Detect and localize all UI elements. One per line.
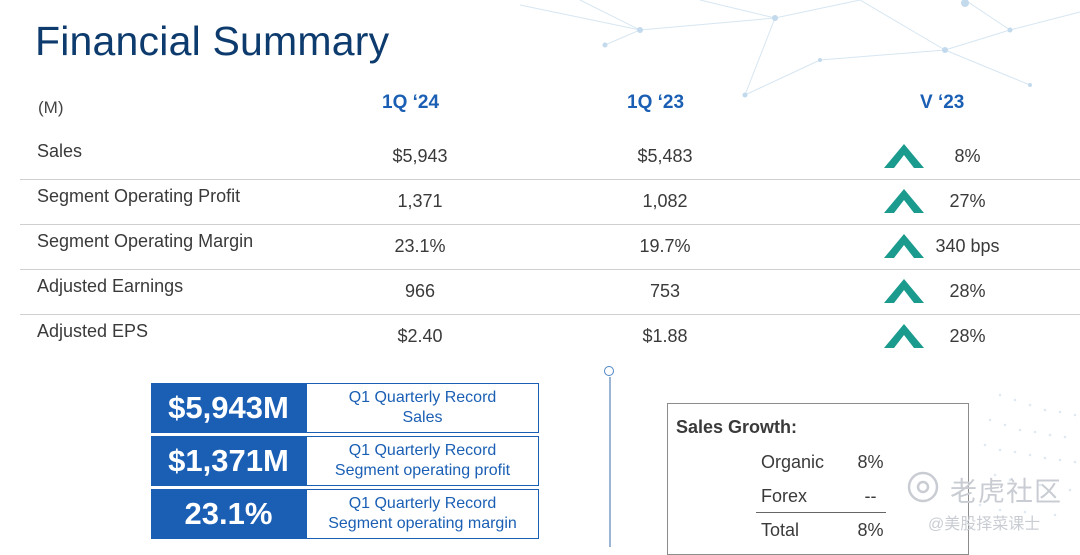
value-1q23: $5,483: [637, 146, 693, 166]
row-label: Segment Operating Profit: [37, 186, 241, 206]
value-1q24: 966: [404, 281, 436, 301]
value-1q23: 19.7%: [639, 236, 691, 256]
change-value: 27%: [949, 191, 986, 211]
up-arrow-icon: [884, 189, 924, 213]
kpi-description: Q1 Quarterly Record Segment operating ma…: [306, 489, 539, 539]
kpi-segment-operating-profit: $1,371M Q1 Quarterly Record Segment oper…: [151, 436, 539, 486]
watermark-logo-icon: [907, 471, 939, 503]
column-header-variance: V ‘23: [920, 92, 965, 113]
kpi-line1: Q1 Quarterly Record: [348, 389, 497, 406]
kpi-segment-operating-margin: 23.1% Q1 Quarterly Record Segment operat…: [151, 489, 539, 539]
table-row-adjusted-earnings: Adjusted Earnings 966 753 28%: [20, 269, 1080, 315]
watermark: 老虎社区 @美股择菜课士: [906, 466, 1076, 546]
value-1q23: 1,082: [642, 191, 688, 211]
watermark-handle: @美股择菜课士: [928, 516, 1041, 533]
kpi-value: 23.1%: [151, 489, 306, 539]
kpi-description: Q1 Quarterly Record Sales: [306, 383, 539, 433]
watermark-text: 老虎社区: [950, 477, 1062, 507]
row-label: Adjusted Earnings: [37, 276, 184, 296]
up-arrow-icon: [884, 324, 924, 348]
kpi-line1: Q1 Quarterly Record: [348, 442, 497, 459]
growth-label-forex: Forex: [761, 486, 808, 506]
growth-value-total: 8%: [857, 520, 884, 540]
table-row-adjusted-eps: Adjusted EPS $2.40 $1.88 28%: [20, 314, 1080, 359]
value-1q24: 23.1%: [394, 236, 446, 256]
table-row-segment-operating-profit: Segment Operating Profit 1,371 1,082 27%: [20, 179, 1080, 225]
change-value: 8%: [954, 146, 981, 166]
growth-label-total: Total: [761, 520, 800, 540]
kpi-line2: Segment operating profit: [334, 462, 511, 479]
growth-value-forex: --: [864, 486, 877, 506]
row-label: Adjusted EPS: [37, 321, 149, 341]
column-header-1q23: 1Q ‘23: [627, 92, 685, 113]
sales-growth-box: Sales Growth: Organic 8% Forex -- Total …: [667, 403, 969, 555]
change-value: 340 bps: [935, 236, 1000, 256]
value-1q23: $1.88: [642, 326, 688, 346]
value-1q24: $2.40: [397, 326, 443, 346]
kpi-line1: Q1 Quarterly Record: [348, 495, 497, 512]
row-label: Sales: [37, 141, 83, 161]
vertical-divider: [609, 377, 611, 547]
sales-growth-title: Sales Growth:: [676, 417, 798, 437]
up-arrow-icon: [884, 279, 924, 303]
value-1q23: 753: [649, 281, 681, 301]
kpi-line2: Sales: [402, 409, 443, 426]
growth-value-organic: 8%: [857, 452, 884, 472]
table-row-sales: Sales $5,943 $5,483 8%: [20, 134, 1080, 180]
kpi-value: $5,943M: [151, 383, 306, 433]
column-header-1q24: 1Q ‘24: [382, 92, 440, 113]
value-1q24: $5,943: [392, 146, 448, 166]
change-value: 28%: [949, 326, 986, 346]
unit-label: (M): [38, 98, 64, 117]
kpi-sales: $5,943M Q1 Quarterly Record Sales: [151, 383, 539, 433]
up-arrow-icon: [884, 144, 924, 168]
change-value: 28%: [949, 281, 986, 301]
table-row-segment-operating-margin: Segment Operating Margin 23.1% 19.7% 340…: [20, 224, 1080, 270]
divider-dot: [604, 366, 614, 376]
kpi-description: Q1 Quarterly Record Segment operating pr…: [306, 436, 539, 486]
row-label: Segment Operating Margin: [37, 231, 254, 251]
total-divider-line: [756, 512, 886, 513]
kpi-line2: Segment operating margin: [328, 515, 517, 532]
value-1q24: 1,371: [397, 191, 443, 211]
growth-label-organic: Organic: [761, 452, 825, 472]
page-title: Financial Summary: [35, 18, 390, 64]
up-arrow-icon: [884, 234, 924, 258]
kpi-value: $1,371M: [151, 436, 306, 486]
